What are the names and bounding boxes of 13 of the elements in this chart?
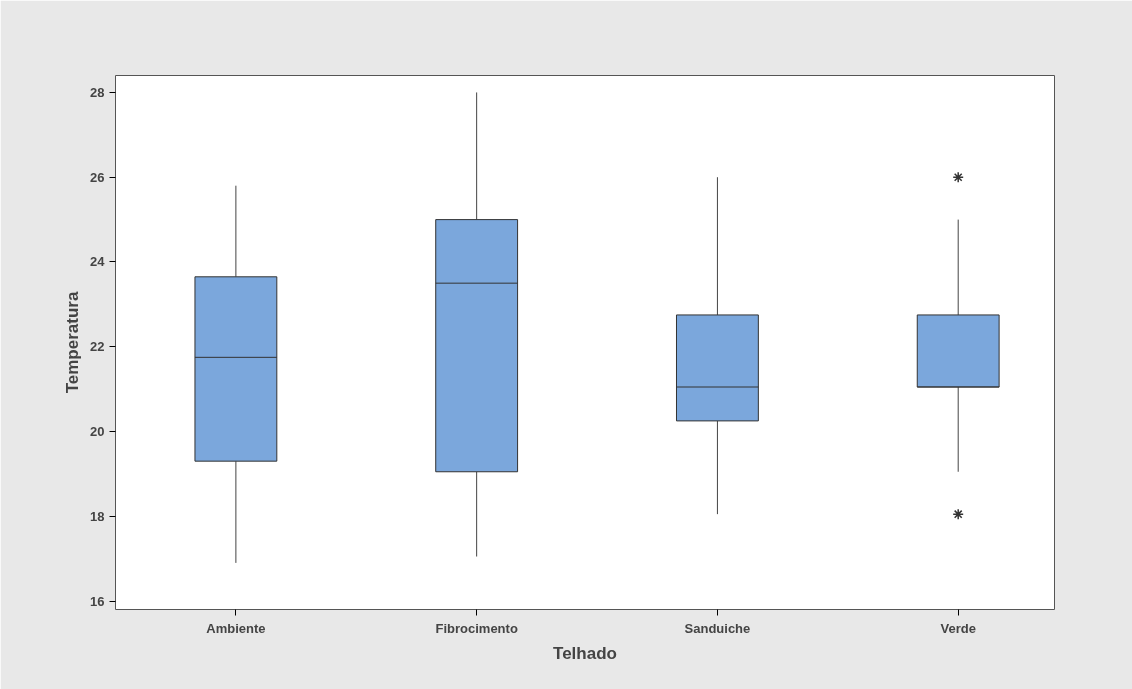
y-tick-label: 28 bbox=[90, 84, 105, 100]
y-axis-title: Temperatura bbox=[63, 291, 83, 394]
y-tick-label: 16 bbox=[90, 593, 105, 609]
y-tick-label: 24 bbox=[90, 254, 106, 270]
y-tick-label: 18 bbox=[90, 508, 105, 524]
x-tick-label: Verde bbox=[940, 620, 976, 636]
x-axis-title: Telhado bbox=[553, 643, 617, 663]
x-tick-label: Ambiente bbox=[206, 620, 266, 636]
x-tick-label: Fibrocimento bbox=[435, 620, 518, 636]
y-tick-label: 26 bbox=[90, 169, 105, 185]
x-tick-label: Sanduiche bbox=[684, 620, 751, 636]
y-tick-label: 22 bbox=[90, 339, 105, 355]
y-tick-label: 20 bbox=[90, 424, 105, 439]
